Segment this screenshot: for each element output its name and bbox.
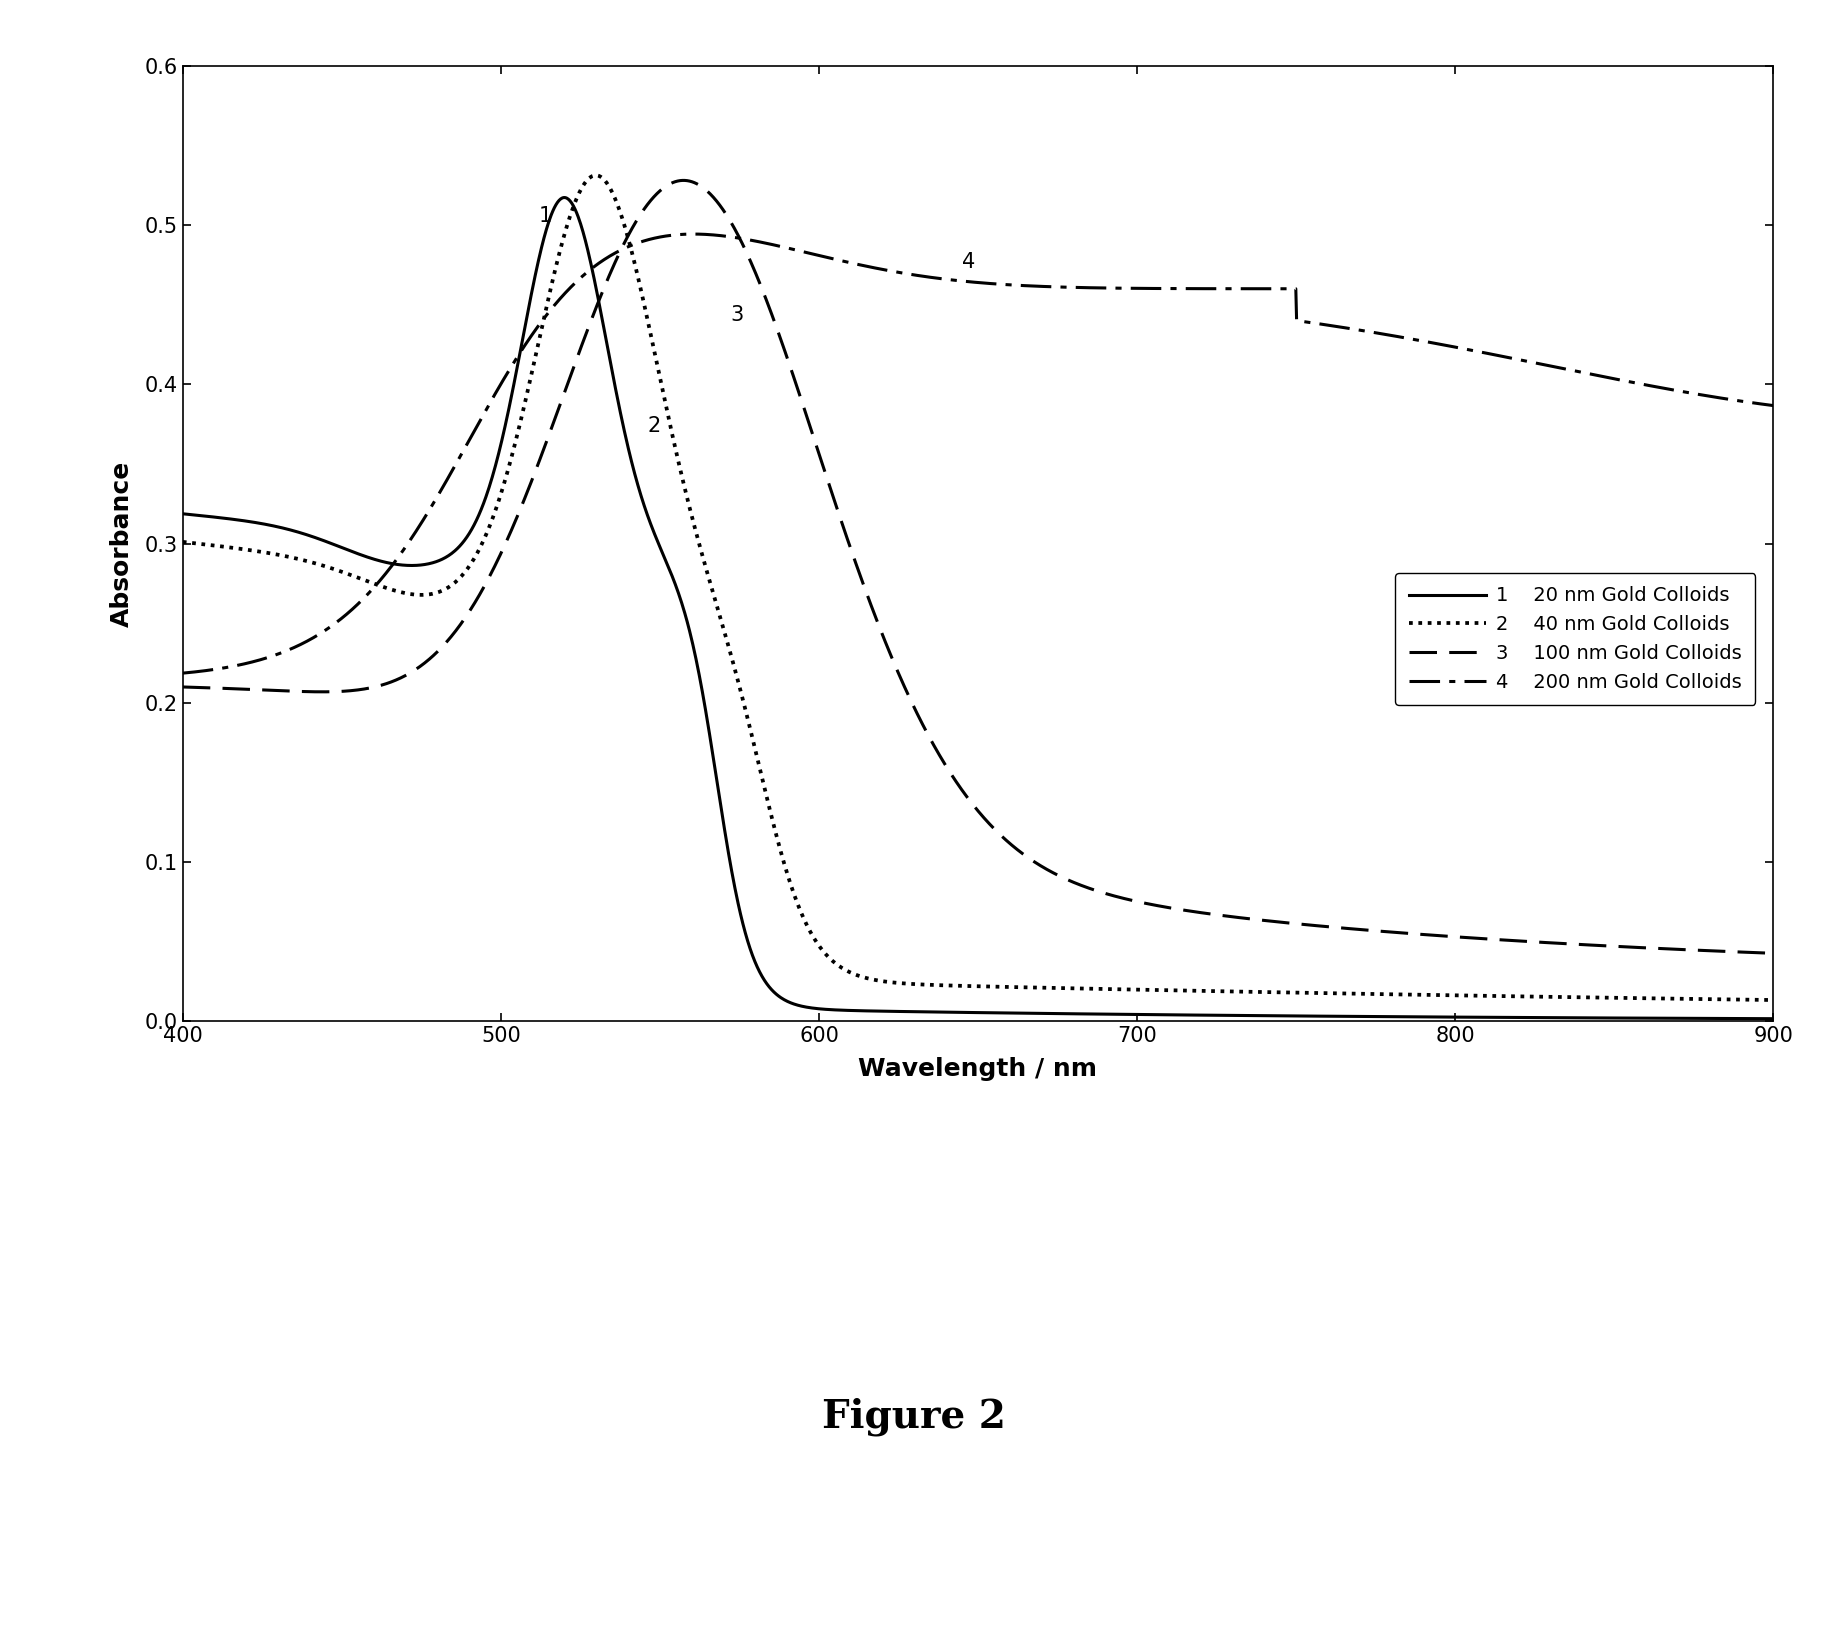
Text: 4: 4: [962, 252, 976, 272]
X-axis label: Wavelength / nm: Wavelength / nm: [859, 1057, 1097, 1080]
Text: 1: 1: [539, 206, 552, 226]
Legend: 1    20 nm Gold Colloids, 2    40 nm Gold Colloids, 3    100 nm Gold Colloids, 4: 1 20 nm Gold Colloids, 2 40 nm Gold Coll…: [1395, 573, 1755, 705]
Text: Figure 2: Figure 2: [823, 1397, 1005, 1436]
Y-axis label: Absorbance: Absorbance: [110, 461, 133, 626]
Text: 3: 3: [729, 305, 744, 324]
Text: 2: 2: [647, 417, 660, 436]
